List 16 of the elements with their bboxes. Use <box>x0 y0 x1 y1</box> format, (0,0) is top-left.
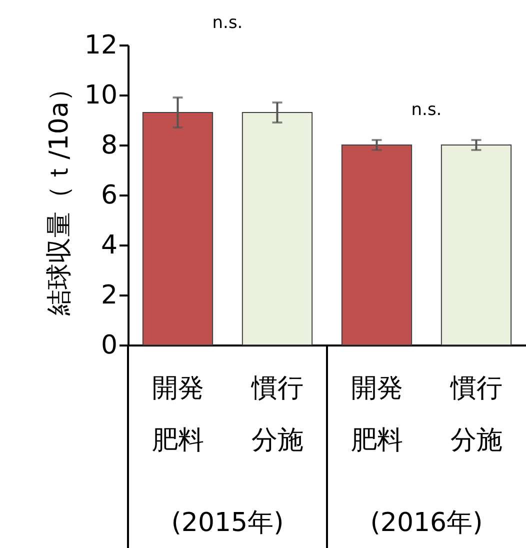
y-tick-label: 10 <box>84 80 118 110</box>
x-tick-label: 慣行分施 <box>250 374 304 456</box>
y-axis-title: 結球収量（ｔ/10a） <box>44 76 74 316</box>
x-tick-label: 慣行分施 <box>449 374 502 456</box>
y-tick-label: 0 <box>100 330 118 360</box>
y-tick-label: 2 <box>100 280 118 310</box>
text: (2016年) <box>370 507 483 540</box>
y-tick-label: 12 <box>84 30 118 60</box>
annotation: n.s. <box>411 100 442 120</box>
x-tick-label: 開発肥料 <box>152 374 204 456</box>
y-tick-label: 8 <box>100 130 118 160</box>
text: n.s. <box>212 12 243 32</box>
y-tick-label: 6 <box>100 180 118 210</box>
y-tick-label: 4 <box>100 230 118 260</box>
text: (2015年) <box>171 507 284 540</box>
x-tick-label: 開発肥料 <box>350 374 403 456</box>
